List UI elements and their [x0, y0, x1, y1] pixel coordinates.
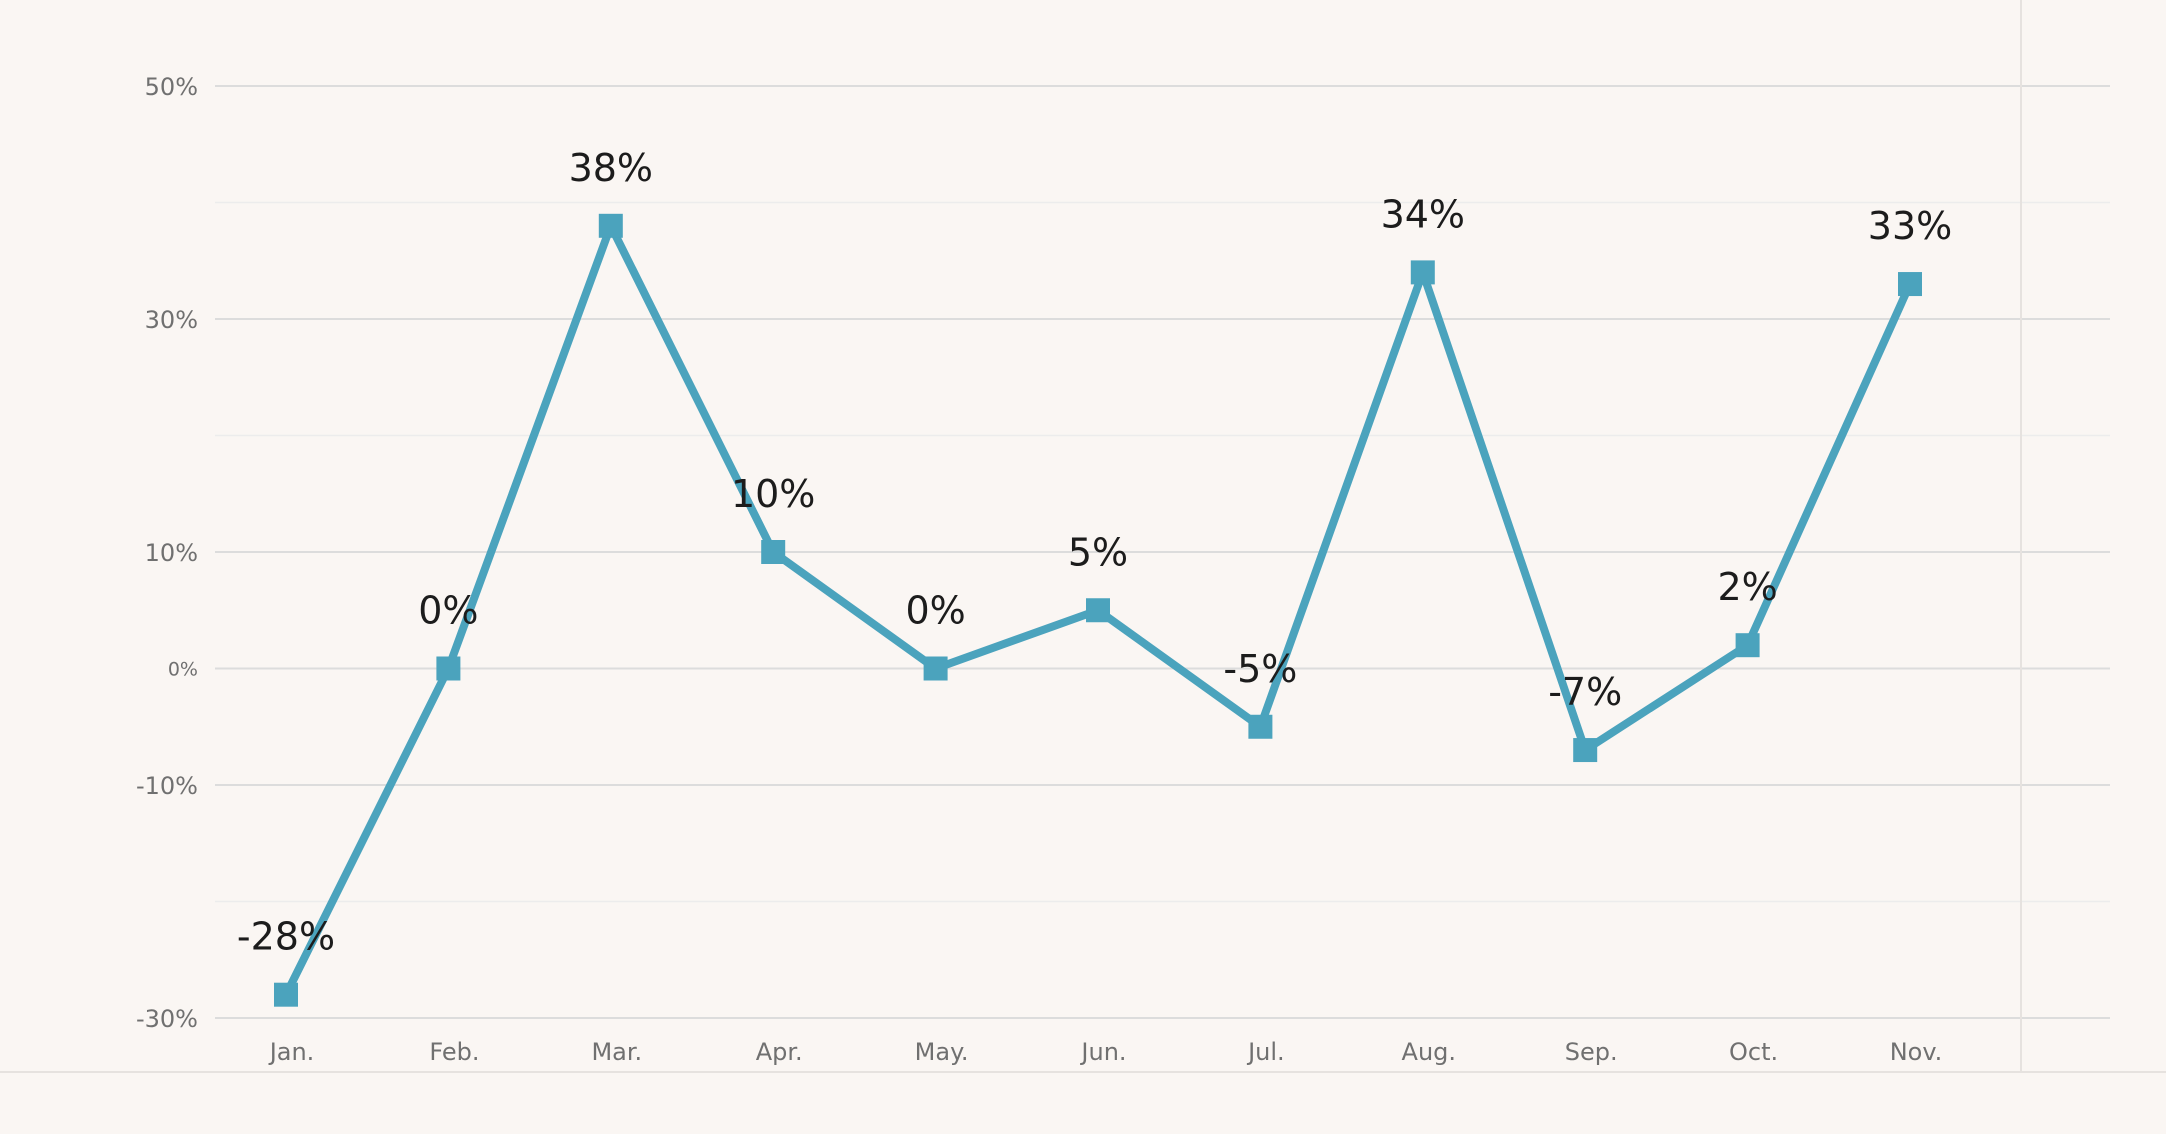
data-label: 33%: [1868, 204, 1952, 248]
grid-lines: [0, 0, 2166, 1073]
y-axis-tick-labels: 50% 30% 10% 0% -10% -30%: [136, 73, 198, 1033]
x-tick-label: Sep.: [1565, 1038, 1618, 1066]
x-tick-label: Mar.: [591, 1038, 642, 1066]
x-tick-label: Jun.: [1079, 1038, 1126, 1066]
x-tick-label: Aug.: [1402, 1038, 1457, 1066]
data-label: -5%: [1223, 647, 1297, 691]
data-point-marker: [761, 540, 786, 564]
x-axis-tick-labels: Jan. Feb. Mar. Apr. May. Jun. Jul. Aug. Sep. Oct.…: [268, 1038, 1943, 1066]
data-point-marker: [1898, 272, 1922, 297]
data-point-marker: [1573, 738, 1598, 763]
data-point-marker: [1410, 260, 1435, 285]
data-point-marker: [923, 656, 948, 681]
x-tick-label: May.: [915, 1038, 969, 1066]
y-tick-label: 50%: [145, 73, 198, 101]
series-plot: [274, 213, 1922, 1007]
data-label: 5%: [1068, 530, 1128, 574]
x-tick-label: Jul.: [1246, 1038, 1285, 1066]
x-tick-label: Oct.: [1729, 1038, 1778, 1066]
data-point-marker: [436, 656, 461, 681]
y-tick-label: -30%: [136, 1005, 198, 1033]
data-label: 2%: [1717, 565, 1777, 609]
x-tick-label: Feb.: [429, 1038, 479, 1066]
y-tick-label: -10%: [136, 772, 198, 800]
data-label: 0%: [418, 589, 478, 633]
y-tick-label: 0%: [168, 659, 198, 681]
data-point-marker: [1735, 633, 1760, 658]
data-label: 34%: [1381, 192, 1465, 236]
x-tick-label: Jan.: [268, 1038, 315, 1066]
x-tick-label: Apr.: [756, 1038, 803, 1066]
data-label: 38%: [569, 146, 653, 190]
data-labels: -28% 0% 38% 10% 0% 5% -5% 34% -7% 2% 33%: [237, 146, 1952, 959]
y-tick-label: 30%: [145, 306, 198, 334]
data-label: 10%: [731, 472, 815, 516]
data-label: -28%: [237, 915, 335, 959]
y-tick-label: 10%: [145, 539, 198, 567]
x-tick-label: Nov.: [1890, 1038, 1943, 1066]
data-point-marker: [598, 213, 623, 238]
data-label: -7%: [1548, 670, 1622, 714]
data-label: 0%: [905, 589, 965, 633]
data-point-marker: [1248, 714, 1273, 739]
data-point-marker: [1086, 598, 1110, 623]
data-point-marker: [274, 982, 298, 1007]
